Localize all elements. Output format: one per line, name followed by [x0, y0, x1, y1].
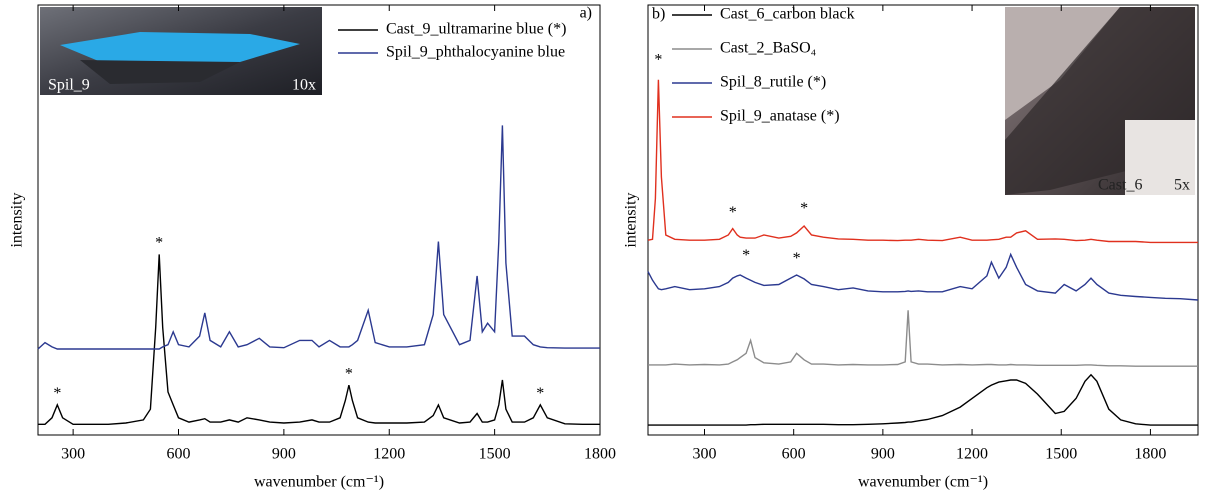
panel-label: a) [580, 5, 592, 22]
peak-marker: * [800, 200, 808, 217]
legend-label: Cast_9_ultramarine blue (*) [386, 21, 566, 38]
peak-marker: * [742, 247, 750, 264]
x-tick-label: 900 [871, 446, 895, 463]
x-tick-label: 300 [61, 446, 85, 463]
x-axis-label: wavenumber (cm⁻¹) [858, 474, 988, 491]
inset-photo-b [1005, 7, 1195, 195]
spectrum-line [647, 79, 1198, 244]
inset-label: 10x [292, 77, 316, 94]
x-tick-label: 900 [272, 446, 296, 463]
legend-label: Spil_8_rutile (*) [720, 74, 826, 91]
y-axis-label: intensity [9, 192, 26, 247]
plot-frame [37, 4, 601, 436]
inset-label: Cast_6 [1098, 177, 1142, 194]
x-tick-label: 1800 [584, 446, 616, 463]
x-tick-label: 1800 [1134, 446, 1166, 463]
x-tick-label: 1200 [373, 446, 405, 463]
inset-photo-a [40, 7, 322, 95]
legend-label: Spil_9_anatase (*) [720, 108, 840, 125]
spectrum-line [648, 373, 1198, 426]
legend-label: Spil_9_phthalocyanine blue [386, 44, 565, 61]
x-tick-label: 300 [692, 446, 716, 463]
panel-label: b) [652, 6, 665, 23]
x-axis-label: wavenumber (cm⁻¹) [254, 474, 384, 491]
inset-label: 5x [1174, 177, 1190, 194]
plot-frame [647, 4, 1199, 436]
peak-marker: * [729, 204, 737, 221]
x-tick-label: 1500 [479, 446, 511, 463]
spectrum-line [38, 254, 600, 425]
spectrum-line [647, 252, 1199, 301]
peak-marker: * [155, 234, 163, 251]
legend-label: Cast_6_carbon black [720, 6, 855, 23]
peak-marker: * [536, 385, 544, 402]
peak-marker: * [345, 365, 353, 382]
peak-marker: * [53, 385, 61, 402]
x-tick-label: 1200 [956, 446, 988, 463]
x-tick-label: 600 [167, 446, 191, 463]
x-tick-label: 600 [782, 446, 806, 463]
peak-marker: * [793, 250, 801, 267]
legend-label: Cast_2_BaSO₄ [720, 40, 817, 57]
spectrum-line [37, 125, 600, 350]
peak-marker: * [654, 52, 662, 69]
y-axis-label: intensity [623, 192, 640, 247]
inset-label: Spil_9 [48, 77, 90, 94]
x-tick-label: 1500 [1045, 446, 1077, 463]
spectrum-line [648, 310, 1198, 367]
